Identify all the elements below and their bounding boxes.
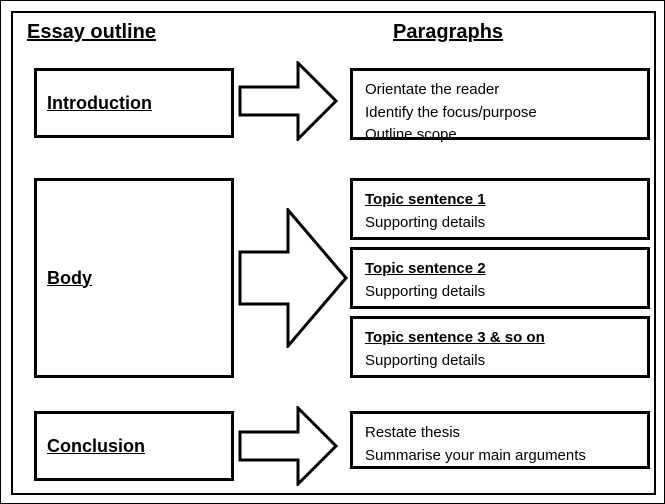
outline-box-body: Body <box>34 178 234 378</box>
paragraph-line: Supporting details <box>365 212 635 235</box>
heading-right: Paragraphs <box>393 21 503 44</box>
paragraph-line: Outline scope <box>365 124 635 147</box>
arrow-conclusion <box>238 406 338 486</box>
outline-label-conclusion: Conclusion <box>47 436 145 457</box>
outline-box-conclusion: Conclusion <box>34 411 234 481</box>
paragraph-line: Identify the focus/purpose <box>365 102 635 125</box>
topic-sentence: Topic sentence 2 <box>365 258 635 281</box>
paragraph-box-body-0: Topic sentence 1Supporting details <box>350 178 650 240</box>
heading-left: Essay outline <box>27 21 156 44</box>
topic-sentence: Topic sentence 3 & so on <box>365 327 635 350</box>
paragraph-line: Restate thesis <box>365 422 635 445</box>
paragraph-line: Summarise your main arguments <box>365 445 635 468</box>
outline-label-introduction: Introduction <box>47 93 152 114</box>
paragraph-line: Supporting details <box>365 350 635 373</box>
diagram-canvas: Essay outline Paragraphs Introduction Ori… <box>0 0 665 504</box>
outline-box-introduction: Introduction <box>34 68 234 138</box>
paragraph-box-body-1: Topic sentence 2Supporting details <box>350 247 650 309</box>
paragraph-line: Orientate the reader <box>365 79 635 102</box>
arrow-body <box>238 208 348 348</box>
topic-sentence: Topic sentence 1 <box>365 189 635 212</box>
paragraph-box-introduction-0: Orientate the readerIdentify the focus/p… <box>350 68 650 140</box>
arrow-introduction <box>238 61 338 141</box>
paragraph-box-body-2: Topic sentence 3 & so onSupporting detai… <box>350 316 650 378</box>
inner-frame: Essay outline Paragraphs Introduction Ori… <box>11 11 656 495</box>
paragraph-box-conclusion-0: Restate thesisSummarise your main argume… <box>350 411 650 469</box>
paragraph-line: Supporting details <box>365 281 635 304</box>
outline-label-body: Body <box>47 268 92 289</box>
